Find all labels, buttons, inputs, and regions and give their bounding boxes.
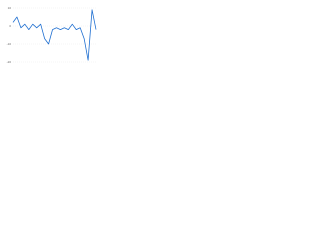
- y-tick-label: 0: [9, 24, 11, 28]
- chart: -20 -10 0 10: [7, 6, 97, 64]
- y-tick-label: -20: [7, 60, 12, 64]
- y-tick-label: 10: [8, 6, 12, 10]
- y-tick-label: -10: [7, 42, 12, 46]
- page: {"chart_data": {"type": "line", "categor…: [0, 0, 320, 71]
- data-line: [12, 9, 97, 61]
